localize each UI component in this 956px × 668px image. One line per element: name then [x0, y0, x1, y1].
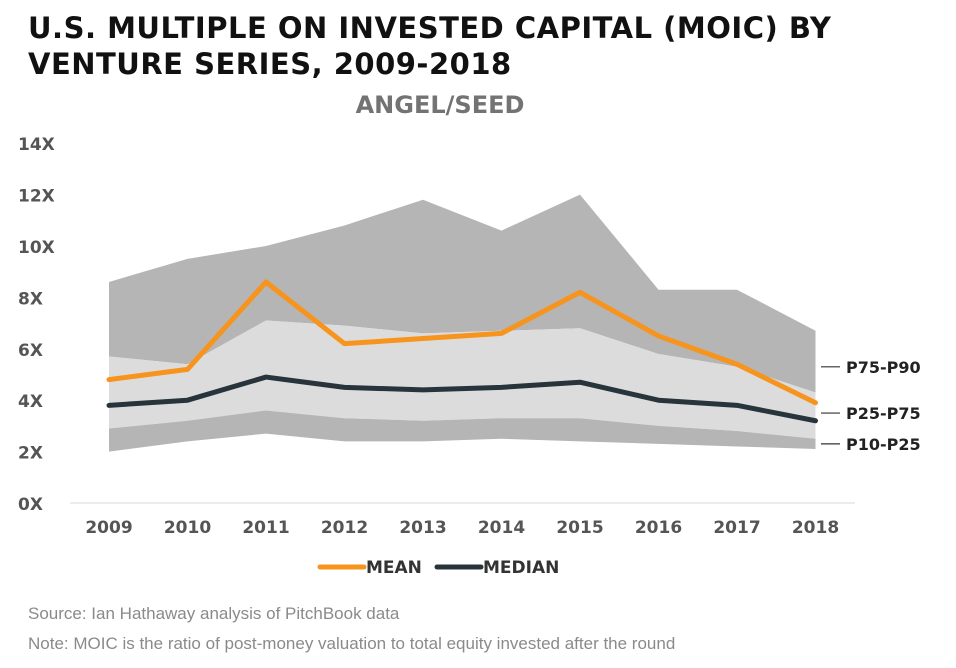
legend-label-median: MEDIAN — [483, 558, 559, 578]
definition-note: Note: MOIC is the ratio of post-money va… — [28, 634, 676, 653]
x-tick-label: 2017 — [713, 518, 760, 538]
title-line-1: U.S. MULTIPLE ON INVESTED CAPITAL (MOIC)… — [28, 11, 832, 45]
y-tick-label: 2X — [18, 444, 43, 464]
series-line-mean — [106, 279, 818, 406]
band-p10-p25 — [109, 410, 816, 452]
x-tick-label: 2012 — [321, 518, 368, 538]
y-tick-label: 10X — [18, 238, 55, 258]
y-tick-label: 4X — [18, 392, 43, 412]
moic-chart: ANGEL/SEED 0X 2X 4X 6X 8X 10X 12X 14X 2009 2010 201… — [18, 91, 921, 578]
x-tick-label: 2011 — [242, 518, 289, 538]
source-note: Source: Ian Hathaway analysis of PitchBo… — [28, 604, 400, 623]
band-p75-p90 — [109, 194, 816, 393]
band-label: P75-P90 — [846, 358, 921, 377]
title-line-2: VENTURE SERIES, 2009-2018 — [28, 47, 512, 81]
legend-label-mean: MEAN — [366, 558, 422, 578]
y-tick-label: 8X — [18, 289, 43, 309]
x-tick-label: 2010 — [164, 518, 211, 538]
y-tick-label: 14X — [18, 135, 55, 155]
chart-title-block: U.S. MULTIPLE ON INVESTED CAPITAL (MOIC)… — [28, 10, 928, 82]
band-label: P25-P75 — [846, 404, 921, 423]
band-p25-p75 — [109, 320, 816, 439]
x-tick-label: 2014 — [478, 518, 525, 538]
y-tick-label: 6X — [18, 341, 43, 361]
x-tick-label: 2015 — [556, 518, 603, 538]
y-tick-label: 12X — [18, 187, 55, 207]
band-label: P10-P25 — [846, 435, 921, 454]
x-tick-label: 2016 — [635, 518, 682, 538]
x-tick-label: 2018 — [792, 518, 839, 538]
y-tick-label: 0X — [18, 495, 43, 515]
series-line-median — [106, 374, 818, 424]
chart-subtitle: ANGEL/SEED — [356, 91, 525, 119]
x-tick-label: 2009 — [85, 518, 132, 538]
x-tick-label: 2013 — [399, 518, 446, 538]
